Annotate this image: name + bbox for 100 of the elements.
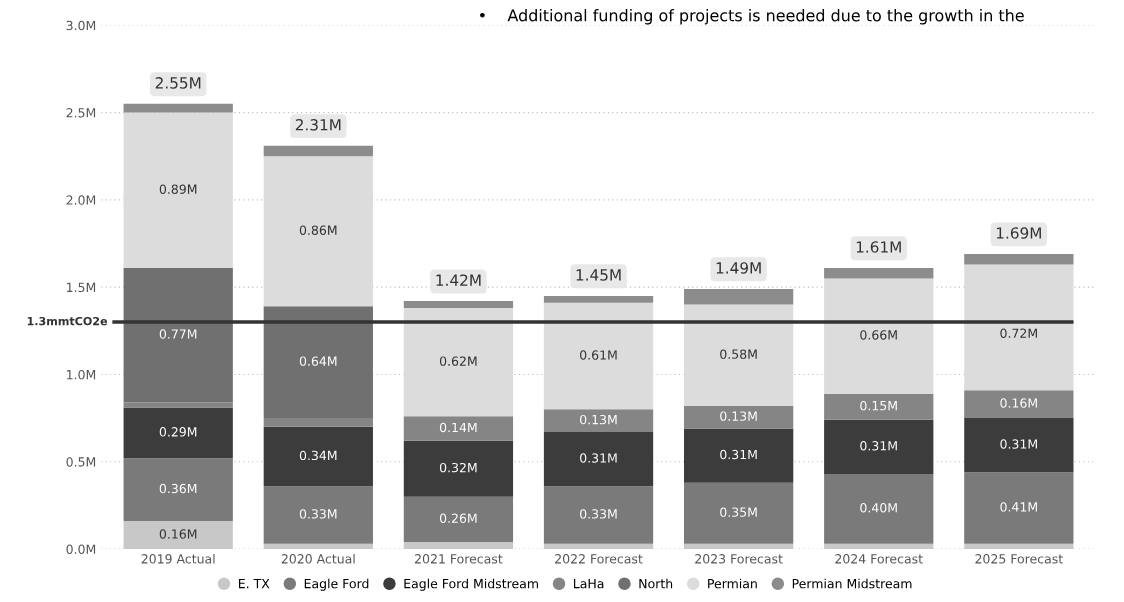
bar bbox=[263, 145, 373, 157]
data-label: 0.31M bbox=[580, 453, 617, 463]
data-label: 0.31M bbox=[860, 441, 897, 451]
bar bbox=[683, 304, 794, 406]
bar bbox=[123, 521, 233, 550]
bar bbox=[824, 267, 934, 279]
bar bbox=[543, 486, 654, 544]
data-label: 0.32M bbox=[439, 462, 477, 473]
bar bbox=[263, 156, 373, 307]
legend-label: LaHa bbox=[573, 579, 604, 589]
data-label: 0.64M bbox=[299, 356, 337, 366]
text: • Additional funding of projects is needed due to the growth in the bbox=[480, 9, 1024, 25]
bar bbox=[403, 416, 514, 441]
legend-label: Eagle Ford Midstream bbox=[404, 578, 538, 591]
bar bbox=[824, 393, 934, 420]
data-label: 0.66M bbox=[860, 330, 897, 340]
total-label: 1.61M bbox=[856, 241, 901, 253]
total-label: 1.49M bbox=[716, 262, 761, 274]
total-label: 2.31M bbox=[295, 119, 341, 131]
data-label: 0.86M bbox=[299, 225, 337, 235]
x-tick-label: 2024 Forecast bbox=[835, 554, 923, 564]
bar bbox=[403, 496, 514, 543]
bar bbox=[543, 302, 654, 410]
bar bbox=[403, 308, 514, 417]
data-label: 0.77M bbox=[159, 329, 197, 339]
bar bbox=[123, 402, 233, 408]
bar bbox=[123, 103, 233, 113]
data-label: 0.61M bbox=[580, 350, 617, 360]
bar bbox=[263, 418, 373, 427]
bar bbox=[543, 543, 654, 550]
y-tick-label: 1.5M bbox=[67, 282, 96, 293]
bar bbox=[543, 295, 654, 303]
data-label: 0.16M bbox=[159, 529, 197, 539]
y-tick-label: 0.5M bbox=[66, 457, 96, 467]
data-label: 0.35M bbox=[720, 507, 757, 517]
x-tick-label: 2023 Forecast bbox=[695, 554, 783, 564]
x-tick-label: 2019 Actual bbox=[141, 553, 215, 564]
legend-label: North bbox=[639, 578, 673, 589]
bar bbox=[964, 472, 1074, 544]
y-tick-label: 3.0M bbox=[66, 20, 96, 31]
total-label: 1.69M bbox=[996, 227, 1041, 239]
data-label: 0.33M bbox=[299, 509, 337, 519]
bar bbox=[683, 428, 794, 483]
data-label: 0.31M bbox=[1000, 439, 1037, 449]
bar bbox=[683, 288, 794, 305]
data-label: 0.34M bbox=[299, 450, 337, 461]
bar bbox=[964, 543, 1074, 550]
data-label: 0.14M bbox=[439, 422, 477, 433]
bar bbox=[824, 543, 934, 550]
bar bbox=[263, 486, 373, 544]
bar bbox=[403, 542, 514, 550]
data-label: 0.31M bbox=[720, 449, 757, 460]
legend-label: Permian bbox=[708, 578, 757, 589]
y-tick-label: 0.0M bbox=[66, 544, 96, 554]
data-label: 0.58M bbox=[720, 349, 757, 359]
y-tick-label: 1.0M bbox=[67, 369, 96, 380]
bar bbox=[543, 432, 654, 487]
data-label: 0.62M bbox=[439, 356, 477, 366]
bar bbox=[263, 543, 373, 550]
bar bbox=[683, 482, 794, 544]
bar bbox=[263, 426, 373, 487]
data-label: 0.89M bbox=[159, 184, 197, 194]
data-label: 0.40M bbox=[860, 503, 897, 513]
x-tick-label: 2020 Actual bbox=[281, 553, 355, 564]
data-label: 0.33M bbox=[580, 509, 617, 519]
bar bbox=[683, 405, 794, 429]
bar bbox=[824, 419, 934, 474]
bar bbox=[403, 440, 514, 497]
legend-label: E. TX bbox=[239, 579, 270, 589]
bar bbox=[123, 267, 233, 403]
bar bbox=[683, 543, 794, 550]
legend-label: Permian Midstream bbox=[792, 578, 912, 589]
y-tick-label: 2.0M bbox=[66, 195, 96, 205]
bar bbox=[964, 264, 1074, 391]
bar bbox=[824, 473, 934, 544]
ref-line-label: 1.3mmtCO2e bbox=[27, 316, 108, 326]
x-tick-label: 2025 Forecast bbox=[975, 554, 1063, 564]
data-label: 0.13M bbox=[580, 414, 617, 425]
total-label: 1.42M bbox=[436, 274, 481, 286]
bar bbox=[123, 407, 233, 459]
data-label: 0.41M bbox=[1000, 502, 1037, 512]
total-label: 2.55M bbox=[155, 77, 201, 89]
data-label: 0.16M bbox=[1000, 398, 1037, 408]
bar bbox=[123, 112, 233, 268]
bar bbox=[263, 306, 373, 419]
data-label: 0.15M bbox=[860, 400, 897, 411]
bar bbox=[543, 409, 654, 433]
bar bbox=[964, 390, 1074, 419]
x-tick-label: 2021 Forecast bbox=[415, 554, 503, 564]
bar bbox=[123, 458, 233, 522]
bar bbox=[403, 301, 514, 309]
bar bbox=[964, 253, 1074, 265]
bar bbox=[964, 418, 1074, 473]
data-label: 0.36M bbox=[159, 483, 197, 494]
data-label: 0.29M bbox=[159, 427, 197, 437]
data-label: 0.13M bbox=[720, 411, 757, 421]
bar bbox=[824, 278, 934, 394]
y-tick-label: 2.5M bbox=[66, 108, 96, 118]
data-label: 0.26M bbox=[439, 513, 477, 523]
legend-label: Eagle Ford bbox=[304, 578, 369, 591]
